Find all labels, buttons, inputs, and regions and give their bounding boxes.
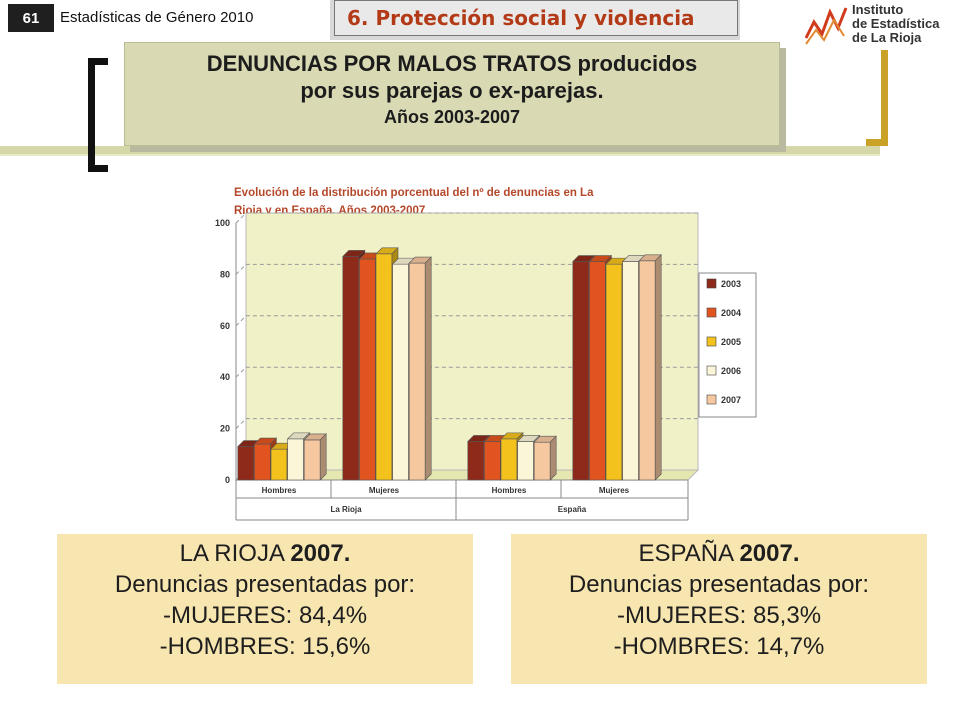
x-group-label: España [558,505,587,514]
bar-2006-3 [622,261,639,481]
legend-label-2005: 2005 [721,337,741,347]
publication-title: Estadísticas de Género 2010 [60,9,254,26]
gridline [235,315,698,327]
x-category-label: Hombres [262,486,297,495]
x-group-label: La Rioja [330,505,362,514]
bar-2007-3 [638,260,656,481]
y-tick-label: 80 [220,269,230,279]
bar-2007-2 [533,441,551,481]
chart-title-line1: Evolución de la distribución porcentual … [234,187,594,199]
bar-chart: Evolución de la distribución porcentual … [196,175,764,525]
x-category-label: Mujeres [369,486,400,495]
y-tick-label: 100 [215,218,230,228]
gridline [235,418,698,429]
page-number: 61 [8,4,54,32]
logo-line1: Instituto [852,2,904,17]
info-box-espana: ESPAÑA 2007. Denuncias presentadas por: … [511,534,927,684]
info-rioja-mujeres: -MUJERES: 84,4% [162,602,368,629]
bar-2004-2 [484,441,501,481]
slide-title-box: DENUNCIAS POR MALOS TRATOS producidos po… [124,42,780,146]
title-line1: DENUNCIAS POR MALOS TRATOS producidos [206,51,698,76]
legend-label-2007: 2007 [721,395,741,405]
legend-swatch-2003 [706,278,717,289]
bar-2003-1 [342,256,360,481]
legend-swatch-2006 [706,365,717,376]
bar-2005-2 [500,438,518,481]
info-espana-mujeres: -MUJERES: 85,3% [616,602,822,629]
x-category-label: Hombres [492,486,527,495]
info-box-la-rioja: LA RIOJA 2007. Denuncias presentadas por… [57,534,473,684]
bar-2007-0 [303,439,321,481]
y-tick-label: 60 [220,321,230,331]
logo-line2: de Estadística [852,16,940,31]
bar-2006-0 [287,438,304,481]
info-espana-year: 2007. [739,540,800,567]
bar-2004-0 [254,443,271,481]
gridline [235,263,698,275]
legend-swatch-2007 [706,394,717,405]
info-espana-heading: ESPAÑA 2007. [511,538,927,569]
header-divider-light [0,154,880,156]
legend-swatch-2004 [706,307,717,318]
gridline [235,366,698,378]
bar-2004-3 [589,261,606,481]
bar-2005-0 [270,448,288,481]
info-rioja-subtitle: Denuncias presentadas por: [114,571,416,598]
y-tick-label: 0 [225,475,230,485]
legend-label-2003: 2003 [721,279,741,289]
gridline [235,212,698,224]
section-title: 6. Protección social y violencia [334,0,738,36]
logo-graph-icon [804,7,848,39]
bar-2003-0 [237,446,255,481]
title-years: Años 2003-2007 [383,107,521,127]
x-category-label: Mujeres [599,486,630,495]
bar-side-2007-2 [549,435,557,481]
info-espana-subtitle: Denuncias presentadas por: [568,571,870,598]
info-rioja-region: LA RIOJA [179,540,284,567]
bar-2004-1 [359,258,376,481]
title-line2: por sus parejas o ex-parejas. [300,78,604,103]
info-rioja-year: 2007. [290,540,351,567]
bar-side-2007-3 [654,254,662,481]
legend-swatch-2005 [706,336,717,347]
logo-line3: de La Rioja [852,30,922,45]
bar-2003-2 [467,441,485,481]
bar-2005-3 [605,263,623,481]
bar-2006-2 [517,441,534,481]
bar-side-2007-0 [319,433,327,481]
bar-2007-1 [408,262,426,481]
bar-side-2007-1 [424,256,432,481]
bar-2003-3 [572,261,590,481]
info-espana-region: ESPAÑA [638,540,733,567]
logo-text: Instituto de Estadística de La Rioja [852,3,939,45]
info-rioja-heading: LA RIOJA 2007. [57,538,473,569]
left-bracket-decoration [88,58,108,172]
legend-label-2004: 2004 [721,308,741,318]
bar-2006-1 [392,263,409,481]
y-tick-label: 20 [220,424,230,434]
bar-2005-1 [375,253,393,481]
legend-label-2006: 2006 [721,366,741,376]
right-bracket-decoration [866,50,888,146]
info-rioja-hombres: -HOMBRES: 15,6% [159,633,371,660]
institute-logo [802,0,958,50]
info-espana-hombres: -HOMBRES: 14,7% [613,633,825,660]
y-tick-label: 40 [220,372,230,382]
